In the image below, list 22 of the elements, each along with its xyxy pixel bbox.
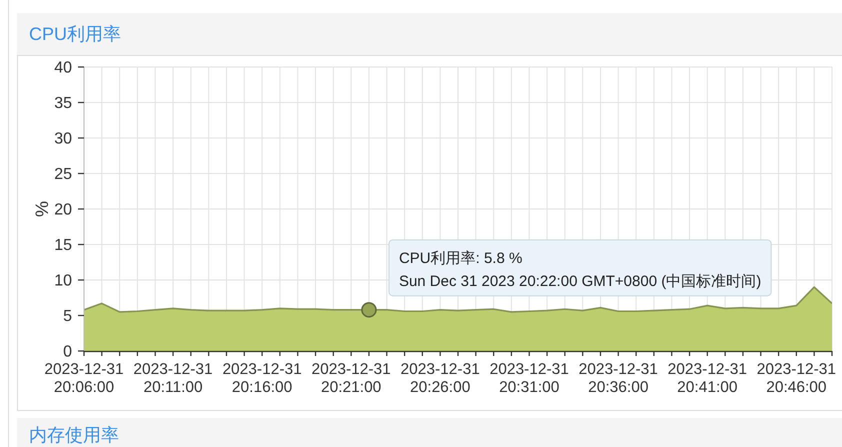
x-tick-label: 2023-12-31 20:21:00 — [311, 361, 391, 396]
y-axis-title: % — [32, 200, 52, 218]
x-tick-label: 2023-12-31 20:31:00 — [490, 361, 569, 396]
x-tick-label: 2023-12-31 20:16:00 — [222, 361, 302, 396]
y-tick-label: 20 — [54, 202, 72, 218]
x-tick-label: 2023-12-31 20:46:00 — [756, 361, 836, 396]
y-tick-label: 25 — [54, 166, 72, 183]
chart-title: CPU利用率 — [29, 24, 122, 44]
text: 内存使用率 — [29, 425, 119, 445]
x-tick-label: 2023-12-31 20:41:00 — [668, 361, 747, 396]
y-tick-label: 0 — [63, 344, 72, 360]
x-tick-label: 2023-12-31 20:11:00 — [133, 361, 213, 396]
y-tick-label: 10 — [54, 272, 72, 290]
x-tick-label: 2023-12-31 20:06:00 — [44, 361, 124, 396]
x-tick-label: 2023-12-31 20:36:00 — [578, 361, 658, 396]
y-tick-label: 15 — [54, 237, 72, 254]
y-tick-label: 40 — [54, 60, 72, 76]
y-tick-label: 5 — [63, 308, 72, 325]
annotation: CPU利用率: 5.8 % Sun Dec 31 2023 20:22:00 GMT+0800 (中国标准时间) — [398, 250, 762, 290]
y-tick-label: 30 — [54, 130, 72, 148]
x-tick-label: 2023-12-31 20:26:00 — [400, 361, 480, 396]
y-tick-label: 35 — [54, 95, 72, 112]
